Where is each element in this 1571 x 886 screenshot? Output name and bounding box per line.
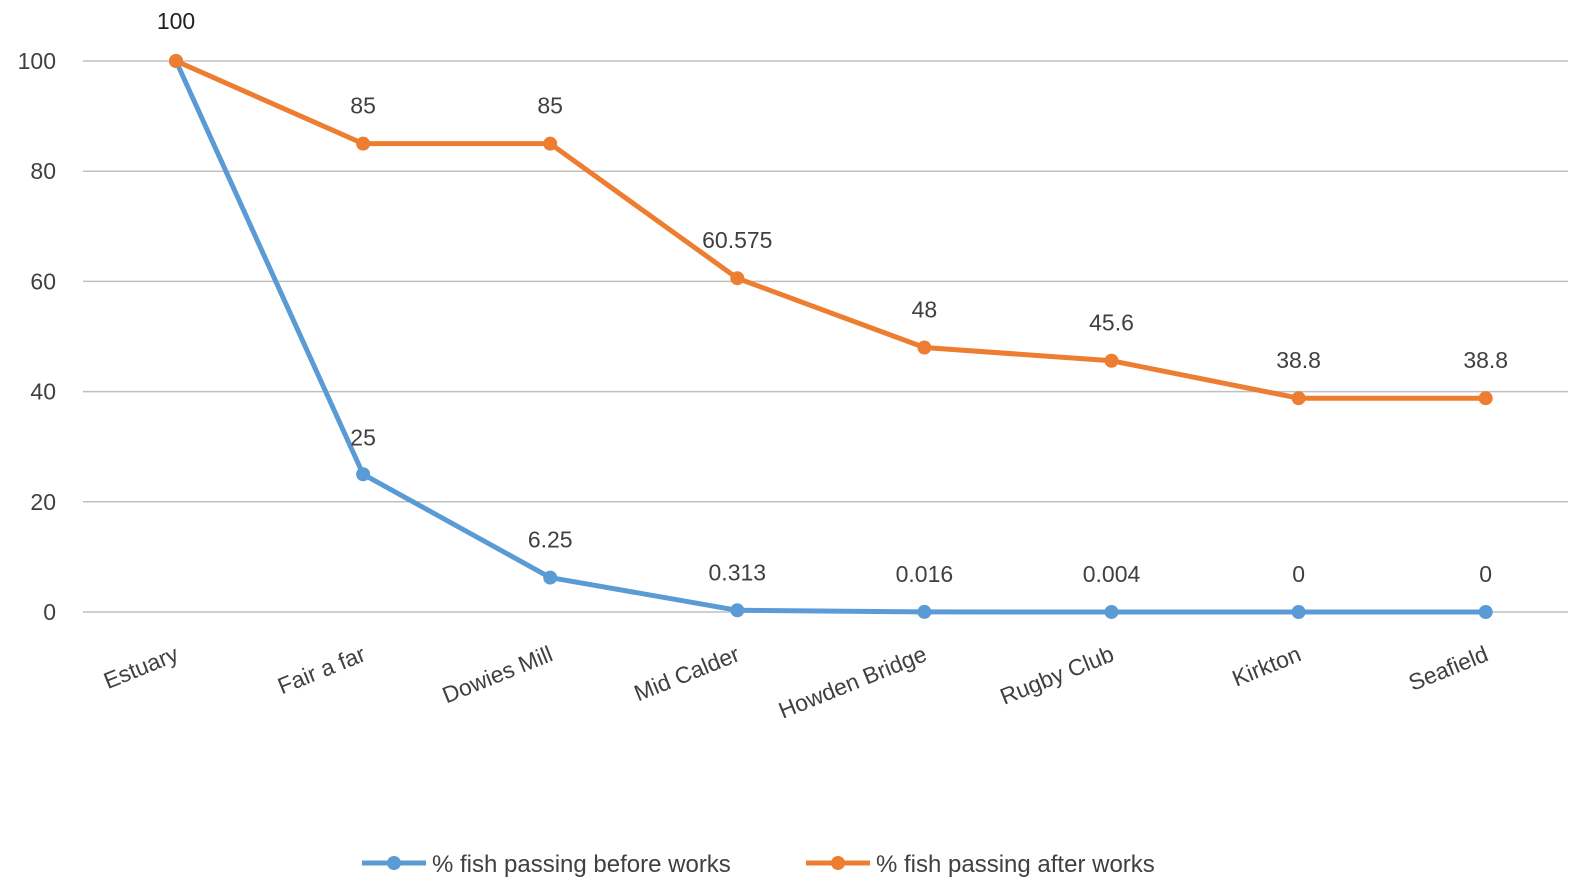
data-point xyxy=(356,467,371,482)
x-tick-label: Dowies Mill xyxy=(439,641,557,709)
legend-marker xyxy=(387,856,401,870)
y-tick-label: 20 xyxy=(30,489,56,515)
data-point xyxy=(543,136,558,151)
data-label: 45.6 xyxy=(1089,310,1134,336)
y-tick-label: 60 xyxy=(30,268,56,294)
data-label: 0 xyxy=(1292,561,1305,587)
data-point xyxy=(1104,604,1119,619)
data-point xyxy=(543,570,558,585)
data-label: 0.004 xyxy=(1083,561,1141,587)
series-line-1 xyxy=(173,58,1489,401)
data-point xyxy=(1478,605,1493,619)
data-point xyxy=(917,340,932,355)
data-point xyxy=(730,271,745,286)
data-point xyxy=(1478,391,1493,406)
legend-label: % fish passing before works xyxy=(432,851,731,878)
data-label: 38.8 xyxy=(1276,347,1321,373)
data-point xyxy=(169,54,183,68)
legend-marker xyxy=(831,856,845,870)
x-axis-ticks: Estuary Fair a far Dowies Mill Mid Calder Ho… xyxy=(100,640,1492,723)
gridlines xyxy=(83,60,1568,613)
y-tick-label: 0 xyxy=(43,599,56,625)
y-axis-ticks: 0 20 40 60 80 100 xyxy=(18,48,56,625)
data-point xyxy=(917,604,932,619)
x-tick-label: Seafield xyxy=(1405,641,1492,696)
y-tick-label: 80 xyxy=(30,158,56,184)
x-tick-label: Estuary xyxy=(100,640,182,694)
data-point xyxy=(1291,391,1306,406)
data-labels: 100 85 85 60.575 48 45.6 38.8 38.8 25 6.25 0.313 0.… xyxy=(157,8,1508,587)
x-tick-label: Howden Bridge xyxy=(775,641,931,724)
data-label: 48 xyxy=(912,297,938,323)
x-tick-label: Mid Calder xyxy=(630,640,743,706)
legend-label: % fish passing after works xyxy=(876,851,1155,878)
x-tick-label: Rugby Club xyxy=(996,641,1117,710)
data-point xyxy=(1291,605,1306,619)
data-point xyxy=(356,136,371,151)
data-label: 6.25 xyxy=(528,527,573,553)
data-label: 85 xyxy=(350,93,376,119)
x-tick-label: Kirkton xyxy=(1228,641,1304,692)
series-lines xyxy=(169,54,1493,619)
data-point xyxy=(1104,353,1119,368)
data-label: 100 xyxy=(157,8,195,34)
y-tick-label: 40 xyxy=(30,379,56,405)
data-label: 60.575 xyxy=(702,227,772,253)
series-line-0 xyxy=(173,58,1489,615)
data-label: 0.016 xyxy=(896,561,954,587)
data-label: 0.313 xyxy=(709,559,767,585)
data-label: 38.8 xyxy=(1463,347,1508,373)
data-label: 85 xyxy=(537,93,563,119)
x-tick-label: Fair a far xyxy=(274,640,369,699)
data-label: 25 xyxy=(350,424,376,450)
data-point xyxy=(730,603,745,618)
legend: % fish passing before works % fish passin… xyxy=(362,851,1155,878)
data-label: 0 xyxy=(1479,561,1492,587)
y-tick-label: 100 xyxy=(18,48,56,74)
